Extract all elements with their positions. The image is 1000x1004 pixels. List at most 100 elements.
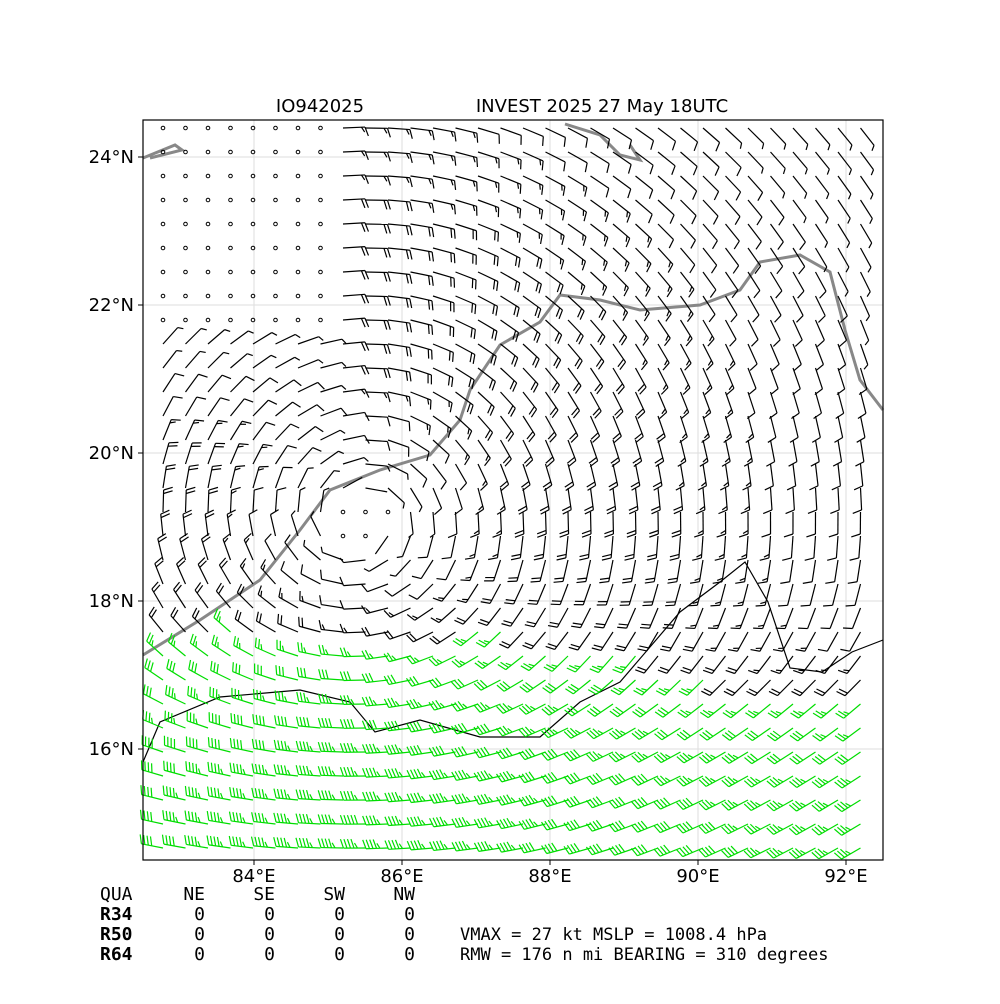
table-cell: 0 [404, 924, 415, 945]
table-header: QUA [100, 884, 133, 905]
barb-flag [438, 598, 444, 599]
x-tick-label: 88°E [528, 866, 571, 887]
barb-flag [664, 625, 673, 626]
barb-flag [427, 424, 428, 430]
barb-flag [778, 605, 787, 606]
title-right: INVEST 2025 27 May 18UTC [476, 96, 728, 117]
y-tick-label: 24°N [89, 147, 134, 168]
barb-flag [279, 666, 280, 675]
barb-flag [543, 136, 544, 145]
barb-flag [146, 711, 147, 720]
barb-flag [260, 691, 261, 700]
barb-flag [239, 444, 248, 445]
row-label: R64 [100, 944, 133, 965]
barb-flag [710, 605, 719, 606]
info-line: VMAX = 27 kt MSLP = 1008.4 hPa [460, 925, 767, 945]
barb-flag [193, 423, 199, 424]
barb-flag [148, 787, 149, 796]
table-cell: 0 [194, 924, 205, 945]
table-cell: 0 [404, 904, 415, 925]
x-tick-label: 86°E [380, 866, 423, 887]
barb-flag [281, 615, 282, 624]
barb-flag [498, 232, 499, 241]
barb-flag [151, 788, 152, 797]
barb-flag [144, 786, 145, 795]
x-tick-label: 90°E [676, 866, 719, 887]
table-cell: 0 [334, 904, 345, 925]
barb-flag [641, 624, 650, 625]
barb-flag [236, 466, 245, 467]
barb-flag [261, 591, 262, 597]
table-cell: 0 [264, 944, 275, 965]
barb-flag [529, 600, 538, 601]
barb-flag [666, 602, 675, 603]
barb-flag [454, 254, 455, 263]
barb-flag [495, 231, 496, 240]
barb-flag [196, 641, 197, 647]
barb-flag [257, 690, 258, 699]
table-header: NW [393, 884, 415, 905]
barb-flag [821, 670, 827, 671]
barb-flag [453, 352, 454, 361]
barb-flag [776, 670, 782, 671]
y-tick-label: 22°N [89, 295, 134, 316]
barb-flag [283, 667, 284, 676]
barb-flag [239, 665, 240, 674]
barb-flag [241, 716, 242, 725]
barb-flag [454, 229, 455, 238]
barb-flag [196, 764, 197, 773]
barb-flag [219, 740, 220, 749]
barb-flag [170, 763, 171, 772]
x-tick-label: 92°E [824, 866, 867, 887]
barb-flag [627, 211, 628, 217]
table-cell: 0 [194, 904, 205, 925]
barb-flag [846, 605, 855, 606]
barb-flag [191, 687, 192, 696]
barb-flag [531, 578, 540, 579]
barb-flag [254, 689, 255, 698]
barb-flag [475, 305, 476, 314]
barb-flag [197, 694, 198, 700]
barb-flag [261, 644, 262, 650]
barb-flag [231, 713, 232, 722]
barb-flag [517, 207, 518, 213]
table-header: SE [253, 884, 275, 905]
barb-flag [238, 446, 244, 447]
barb-flag [756, 605, 765, 606]
barb-flag [171, 420, 180, 421]
table-cell: 0 [264, 924, 275, 945]
barb-flag [409, 422, 410, 431]
barb-flag [334, 471, 340, 472]
barb-flag [823, 605, 832, 606]
barb-flag [663, 628, 672, 629]
barb-flag [604, 235, 605, 241]
barb-flag [665, 605, 674, 606]
barb-flag [540, 184, 541, 190]
barb-flag [451, 253, 452, 262]
barb-flag [234, 714, 235, 723]
barb-flag [517, 232, 518, 238]
table-cell: 0 [334, 924, 345, 945]
table-cell: 0 [334, 944, 345, 965]
barb-flag [472, 303, 473, 312]
barb-flag [167, 762, 168, 771]
barb-flag [176, 351, 182, 352]
barb-flag [754, 670, 760, 671]
barb-flag [685, 628, 694, 629]
barb-flag [428, 325, 429, 334]
barb-flag [494, 255, 495, 264]
barb-flag [733, 605, 742, 606]
barb-flag [175, 693, 176, 699]
barb-flag [430, 400, 431, 409]
barb-flag [174, 641, 175, 647]
barb-flag [193, 763, 194, 772]
barb-flag [449, 351, 450, 360]
barb-flag [418, 557, 427, 558]
barb-flag [186, 761, 187, 770]
barb-flag [302, 618, 303, 627]
barb-flag [497, 257, 498, 266]
barb-flag [164, 761, 165, 770]
barb-flag [149, 713, 150, 722]
x-tick-label: 84°E [232, 866, 275, 887]
